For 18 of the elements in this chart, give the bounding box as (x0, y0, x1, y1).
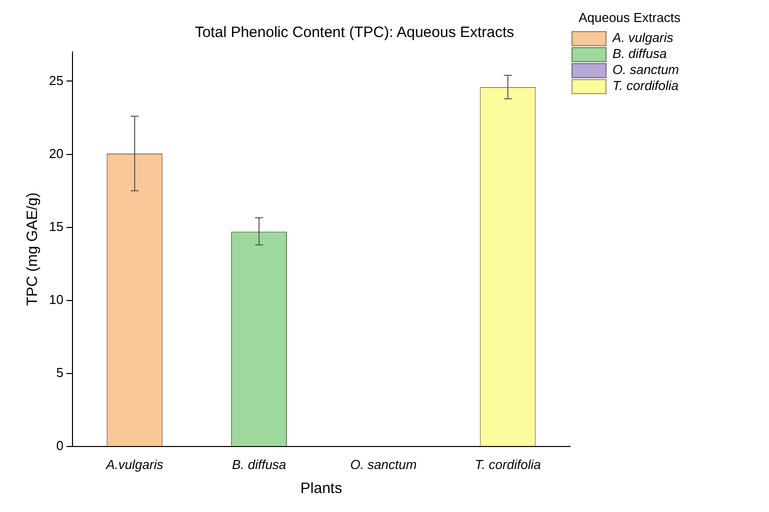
y-tick-label: 5 (56, 364, 64, 380)
x-tick-label: B. diffusa (232, 456, 286, 472)
y-tick-label: 10 (48, 292, 64, 307)
y-tick-label: 20 (48, 146, 64, 161)
x-tick-label: A.vulgaris (105, 456, 164, 472)
y-tick-label: 15 (48, 218, 64, 234)
legend-label: B. diffusa (612, 46, 667, 62)
y-tick-label: 25 (48, 72, 64, 88)
legend-label: A. vulgaris (612, 30, 674, 46)
x-tick-label: T. cordifolia (474, 456, 541, 472)
legend-label: T. cordifolia (612, 78, 679, 94)
legend-title: Aqueous Extracts (578, 10, 681, 26)
legend-label: O. sanctum (612, 62, 680, 78)
chart-title: Total Phenolic Content (TPC): Aqueous Extracts (194, 24, 514, 42)
x-tick-label: O. sanctum (350, 456, 417, 472)
y-tick-label: 0 (56, 438, 64, 453)
x-axis-title: Plants (300, 480, 342, 498)
y-axis-title: TPC (mg GAE/g) (24, 192, 42, 306)
